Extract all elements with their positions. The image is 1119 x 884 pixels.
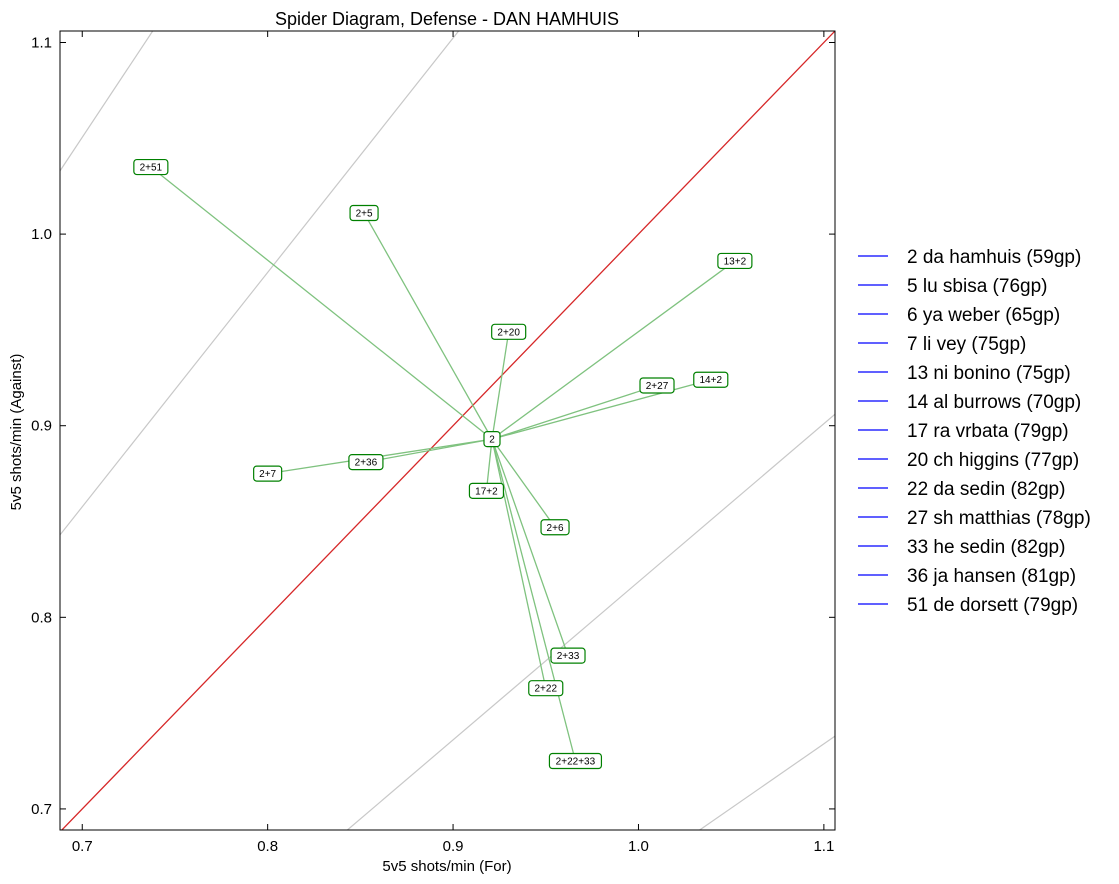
node-text: 14+2 <box>700 375 723 386</box>
spoke-2+36 <box>365 438 493 463</box>
legend-entry: 27 sh matthias (78gp) <box>907 508 1091 529</box>
node-box <box>253 465 283 482</box>
node-text: 2+27 <box>646 381 669 392</box>
point-label-2+36: 2+36 <box>348 454 384 471</box>
iso-line-2 <box>346 413 835 830</box>
node-box <box>540 519 570 536</box>
point-label-2+33: 2+33 <box>550 647 586 664</box>
iso-line-0 <box>60 31 154 172</box>
legend: 2 da hamhuis (59gp) 5 lu sbisa (76gp) 6 ya… <box>858 247 1091 616</box>
point-label-2+27: 2+27 <box>639 377 675 394</box>
spoke-2+22 <box>491 438 547 689</box>
spoke-2+27 <box>491 384 658 440</box>
node-text: 17+2 <box>475 486 498 497</box>
x-tick-label: 0.8 <box>257 838 278 855</box>
node-text: 2+22 <box>534 684 557 695</box>
x-tick-label: 0.7 <box>72 838 93 855</box>
node-box <box>133 158 169 176</box>
chart-title: Spider Diagram, Defense - DAN HAMHUIS <box>275 9 619 29</box>
y-tick-label: 0.8 <box>31 609 52 626</box>
spoke-2+5 <box>363 212 493 440</box>
node-text: 2+5 <box>356 209 373 220</box>
point-label-2+20: 2+20 <box>491 323 527 340</box>
node-box <box>550 647 586 664</box>
node-box <box>348 454 384 471</box>
node-box <box>468 482 505 499</box>
point-label-2+6: 2+6 <box>540 519 570 536</box>
node-text: 2+6 <box>547 523 564 534</box>
legend-entry: 7 li vey (75gp) <box>907 334 1026 355</box>
iso-lines <box>60 31 835 830</box>
spoke-2+22+33 <box>491 438 577 762</box>
node-text: 2+22+33 <box>556 757 596 768</box>
point-label-2+22: 2+22 <box>528 680 564 697</box>
node-box <box>693 371 729 388</box>
node-text: 2 <box>489 435 495 446</box>
legend-entry: 6 ya weber (65gp) <box>907 305 1060 326</box>
point-label-14+2: 14+2 <box>693 371 729 388</box>
legend-entry: 2 da hamhuis (59gp) <box>907 247 1081 268</box>
node-box <box>548 752 603 770</box>
legend-entry: 20 ch higgins (77gp) <box>907 450 1079 471</box>
point-labels: 2+51 2+5 13+2 2+20 2+27 14+2 2+7 2+36 17+2 2+6 2+3… <box>133 158 753 770</box>
node-box <box>717 252 753 270</box>
legend-entry: 14 al burrows (70gp) <box>907 392 1081 413</box>
diagonal-line <box>60 31 835 830</box>
node-box <box>491 323 527 340</box>
legend-entry: 5 lu sbisa (76gp) <box>907 276 1047 297</box>
point-label-17+2: 17+2 <box>468 482 505 499</box>
node-text: 13+2 <box>724 256 747 267</box>
y-tick-label: 0.9 <box>31 418 52 435</box>
y-tick-label: 0.7 <box>31 801 52 818</box>
spoke-13+2 <box>491 260 736 440</box>
diagonal-line-segment <box>60 31 835 830</box>
point-label-2+5: 2+5 <box>349 204 379 222</box>
node-box <box>349 204 379 222</box>
point-label-2+22+33: 2+22+33 <box>548 752 603 770</box>
x-tick-label: 1.1 <box>813 838 834 855</box>
spoke-14+2 <box>491 379 711 440</box>
spoke-2+33 <box>491 438 569 656</box>
legend-entry: 17 ra vrbata (79gp) <box>907 421 1069 442</box>
iso-line-3 <box>699 735 835 830</box>
center-point-label: 2 <box>483 431 501 448</box>
spoke-17+2 <box>485 439 493 491</box>
y-tick-label: 1.1 <box>31 34 52 51</box>
point-label-13+2: 13+2 <box>717 252 753 270</box>
node-box <box>483 431 501 448</box>
legend-entry: 33 he sedin (82gp) <box>907 537 1065 558</box>
node-text: 2+20 <box>497 327 520 338</box>
node-box <box>528 680 564 697</box>
plot-area <box>60 31 835 830</box>
spoke-2+51 <box>150 166 493 440</box>
legend-entry: 36 ja hansen (81gp) <box>907 566 1076 587</box>
legend-entry: 22 da sedin (82gp) <box>907 479 1065 500</box>
y-tick-label: 1.0 <box>31 226 52 243</box>
node-box <box>639 377 675 394</box>
node-text: 2+51 <box>140 163 163 174</box>
legend-entry: 13 ni bonino (75gp) <box>907 363 1071 384</box>
legend-entry: 51 de dorsett (79gp) <box>907 595 1078 616</box>
x-tick-label: 1.0 <box>628 838 649 855</box>
point-label-2+7: 2+7 <box>253 465 283 482</box>
point-label-2+51: 2+51 <box>133 158 169 176</box>
spoke-2+6 <box>491 438 556 528</box>
iso-line-1 <box>60 31 460 536</box>
node-text: 2+36 <box>355 458 378 469</box>
x-tick-label: 0.9 <box>443 838 464 855</box>
axis-ticks: 0.7 0.8 0.9 1.0 1.1 0.7 0.8 0.9 1.0 1.1 <box>31 31 835 855</box>
x-axis-label: 5v5 shots/min (For) <box>382 858 511 875</box>
plot-frame <box>59 30 836 831</box>
spokes <box>150 166 736 762</box>
node-text: 2+7 <box>259 469 276 480</box>
spoke-2+20 <box>491 331 510 440</box>
y-axis-label: 5v5 shots/min (Against) <box>8 354 25 511</box>
node-text: 2+33 <box>557 651 580 662</box>
